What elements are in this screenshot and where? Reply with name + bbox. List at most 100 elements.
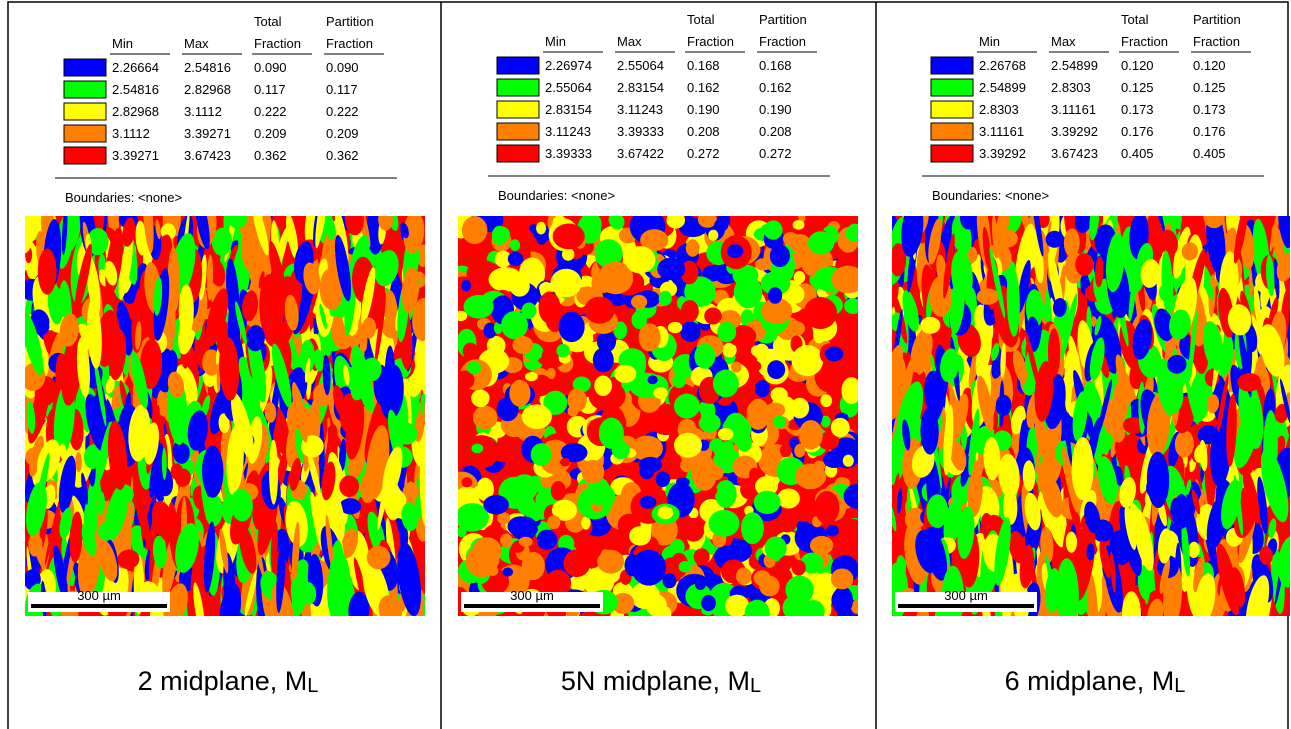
grain <box>843 483 858 509</box>
grain <box>543 390 568 415</box>
grain <box>59 230 74 269</box>
grain <box>142 216 154 254</box>
grain <box>61 216 68 256</box>
grain <box>747 360 762 372</box>
caption-subscript: L <box>750 675 761 697</box>
panel: Min Max Total Fraction Partition Fraction 2.26… <box>458 12 858 697</box>
grain <box>230 488 253 522</box>
grain <box>1185 378 1199 426</box>
grain <box>736 433 752 452</box>
grain <box>525 502 544 522</box>
cell: 3.11161 <box>1051 102 1096 117</box>
grain <box>1259 324 1285 377</box>
grain <box>325 216 336 240</box>
boundaries: Boundaries: <none> <box>65 190 182 205</box>
grain <box>509 239 521 251</box>
caption: 2 midplane, ML <box>138 666 319 697</box>
panel: Min Max Total Fraction Partition Fraction 2.26… <box>25 14 425 697</box>
grain <box>1253 285 1261 325</box>
grain <box>761 224 771 235</box>
column-header: Min <box>979 34 1000 49</box>
grain <box>673 432 703 458</box>
cell: 0.405 <box>1193 146 1226 161</box>
grain <box>471 443 484 454</box>
grain <box>1000 343 1006 379</box>
grain <box>304 357 311 383</box>
grain <box>1147 598 1164 616</box>
grain <box>968 408 980 476</box>
grain <box>730 361 742 373</box>
grain <box>694 343 716 369</box>
grain <box>76 337 90 398</box>
grain <box>153 276 163 316</box>
grain <box>551 499 577 521</box>
grain <box>1238 377 1264 449</box>
grain <box>401 267 419 314</box>
grain <box>491 225 508 246</box>
grain <box>335 234 351 302</box>
grain <box>794 443 806 458</box>
grain <box>483 494 509 515</box>
grain <box>662 573 677 589</box>
grain <box>83 444 103 469</box>
grain <box>269 439 279 505</box>
orientation-map: 300 µm <box>25 216 425 616</box>
grain <box>322 354 331 396</box>
grain <box>817 431 840 450</box>
grain <box>501 311 528 340</box>
column-header: Partition <box>1193 12 1241 27</box>
grain <box>397 542 422 616</box>
grain <box>631 549 667 586</box>
column-header: Total <box>254 14 282 29</box>
grain <box>382 446 403 500</box>
grain <box>892 472 900 539</box>
cell: 3.11243 <box>617 102 663 117</box>
grain <box>471 389 490 408</box>
grain <box>928 372 948 426</box>
color-swatch <box>496 122 540 141</box>
grain <box>892 355 907 420</box>
grain <box>732 264 759 287</box>
cell: 2.54816 <box>112 82 159 97</box>
grain <box>1275 403 1289 424</box>
grain <box>348 591 370 616</box>
grain <box>559 457 571 467</box>
scale-bar-label: 300 µm <box>77 588 121 603</box>
grain <box>416 244 425 268</box>
grain <box>493 321 503 335</box>
grain <box>767 360 786 380</box>
cell: 0.168 <box>759 58 792 73</box>
cell: 3.39333 <box>545 146 592 161</box>
caption: 5N midplane, ML <box>561 666 761 697</box>
grain <box>75 452 82 473</box>
grain <box>698 400 716 422</box>
grain <box>672 372 686 389</box>
grain <box>205 288 229 347</box>
grain <box>1242 466 1260 524</box>
grain <box>1277 535 1290 588</box>
orientation-map: 300 µm <box>458 216 858 616</box>
caption-subscript: L <box>307 675 318 697</box>
grain <box>611 440 630 460</box>
grain <box>521 551 545 581</box>
column-header: Fraction <box>254 36 301 51</box>
cell: 0.125 <box>1121 80 1154 95</box>
cell: 0.173 <box>1121 102 1154 117</box>
grain <box>1181 521 1191 577</box>
cell: 0.090 <box>326 60 359 75</box>
grain <box>1174 430 1194 458</box>
grain <box>204 493 223 527</box>
grain <box>613 321 628 340</box>
grain <box>708 229 719 241</box>
grain <box>458 310 468 322</box>
grain <box>926 494 949 529</box>
cell: 3.39271 <box>184 126 231 141</box>
grain <box>614 364 637 383</box>
cell: 3.11161 <box>979 124 1024 139</box>
grain <box>989 246 1006 318</box>
cell: 0.120 <box>1193 58 1226 73</box>
cell: 2.8303 <box>979 102 1019 117</box>
grain <box>684 276 716 308</box>
grain <box>796 505 813 522</box>
